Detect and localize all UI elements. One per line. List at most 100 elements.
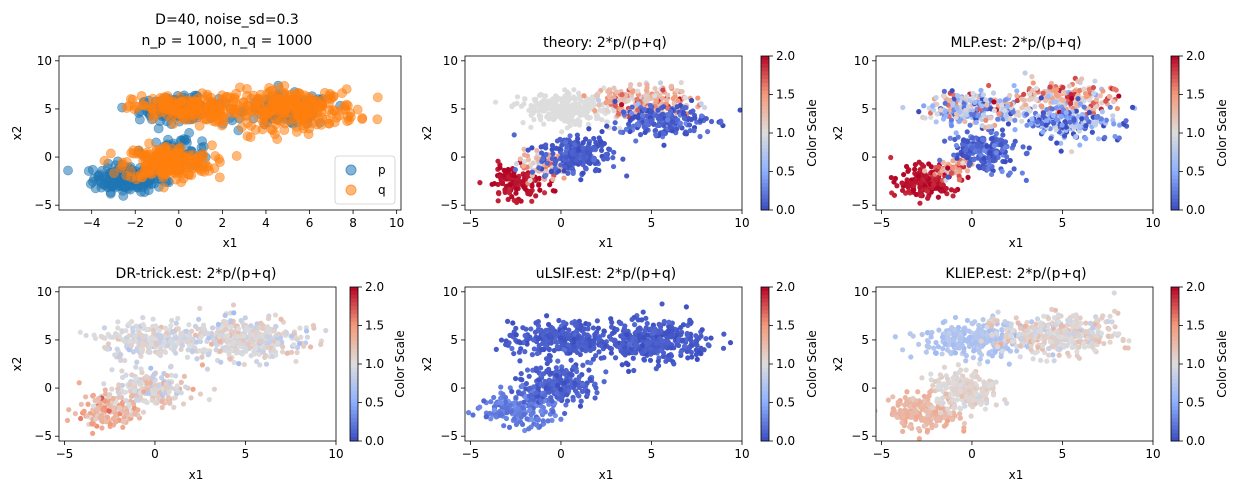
point [497,399,503,405]
point [1061,97,1067,104]
y-tick-label: −5 [851,198,869,212]
point [252,325,258,331]
point [1083,94,1089,100]
colorbar-segment [1171,156,1179,161]
panel-2-points [477,79,742,205]
point [509,104,515,110]
point [604,123,610,129]
point [174,388,181,394]
point [165,394,171,400]
x-tick-label: −4 [83,216,101,230]
point [569,150,575,157]
colorbar-segment [1171,163,1179,169]
point [604,119,610,125]
point [1003,113,1009,120]
point [656,122,662,129]
point [206,397,212,403]
point [527,189,533,195]
point [991,99,997,105]
point [971,156,977,163]
colorbar-segment [1171,59,1179,65]
point-q [189,100,200,111]
point [110,395,116,402]
colorbar-segment [350,429,358,434]
point [498,384,504,390]
x-tick-label: −2 [126,216,144,230]
point [516,401,522,407]
point [260,349,266,355]
point-q [290,95,301,106]
point [294,349,300,356]
colorbar-segment [761,98,769,103]
colorbar-segment [1171,186,1179,192]
colorbar-tick-label: 2.0 [776,49,795,63]
point [184,354,191,360]
colorbar-segment [350,344,358,350]
point-q [272,115,283,126]
point [145,386,151,392]
x-tick-label: 8 [349,216,357,230]
point [603,151,609,158]
point [545,113,551,119]
point [953,142,960,149]
point [148,365,154,371]
point [995,116,1001,122]
point [538,117,544,123]
point-q [245,132,256,143]
point [658,112,665,118]
point [527,407,533,413]
point [594,390,600,396]
point [980,112,986,118]
point-q [325,88,335,99]
point [170,340,176,346]
point [183,328,189,334]
panel-4-points [64,302,329,436]
point [173,350,179,356]
point [259,344,265,350]
point [641,124,647,130]
point [567,161,573,167]
point-q [267,85,278,96]
point [983,97,989,103]
point [151,371,158,377]
point [953,130,959,136]
point [543,142,549,148]
legend-marker-p [345,164,357,176]
point [477,180,483,186]
colorbar-segment [761,206,769,211]
panel-3-title: MLP.est: 2*p/(p+q) [950,35,1081,51]
point [642,92,649,99]
point [1054,140,1060,146]
point [970,90,976,96]
point [526,426,532,432]
point [515,405,521,412]
x-tick-label: −5 [462,216,480,230]
point [1035,113,1041,119]
point [1018,96,1025,102]
point [1020,144,1026,150]
point [85,401,91,407]
point-q [99,155,110,166]
point [501,167,507,173]
point [495,158,501,164]
point [145,390,151,396]
point [1054,117,1060,123]
point [127,338,133,345]
point [670,95,676,102]
point [507,402,513,409]
point [595,142,601,149]
point [918,180,924,186]
colorbar-segment [1171,125,1179,130]
point [102,335,108,341]
point [163,384,169,390]
point [901,171,907,178]
point [611,108,617,114]
point [301,343,307,349]
point [652,85,658,92]
point [144,326,150,332]
point [986,82,992,89]
point [933,119,939,125]
colorbar-segment [1171,56,1179,61]
colorbar-segment [761,183,769,188]
point [228,323,235,330]
